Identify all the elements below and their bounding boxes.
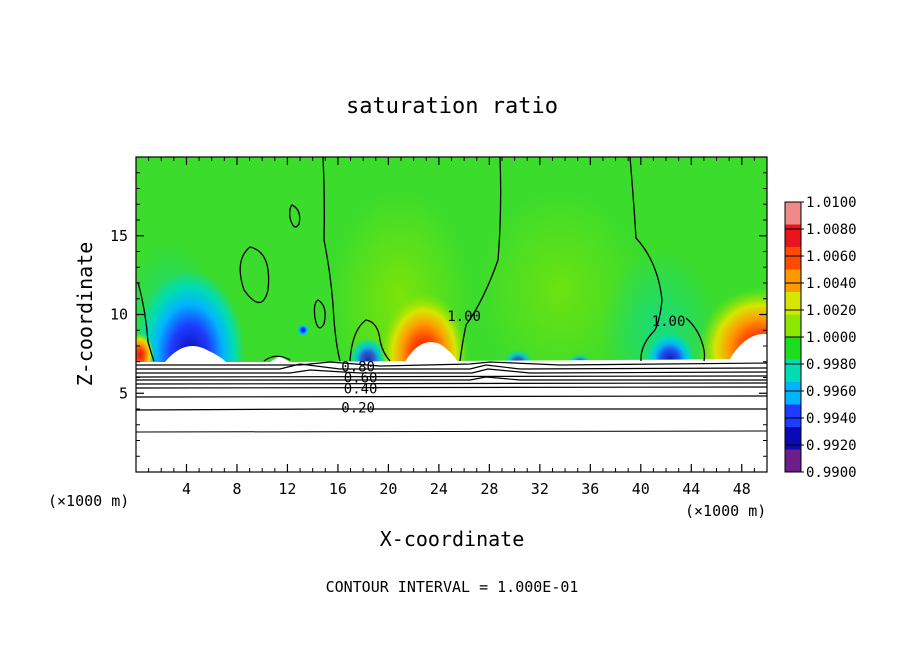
contour-labels: 1.00 1.00 0.800.600.40 0.20 (341, 309, 685, 416)
lower-region (136, 356, 767, 472)
contour-interval-note: CONTOUR INTERVAL = 1.000E-01 (326, 578, 579, 596)
colorbar-label: 1.0020 (806, 303, 857, 319)
colorbar-label: 0.9920 (806, 438, 857, 454)
colorbar: 1.0100 1.0080 1.0060 1.0040 1.0020 1.0000 0.99… (784, 195, 857, 481)
colorbar-label: 0.9900 (806, 465, 857, 481)
cloud-patch (728, 333, 767, 362)
colorbar-swatch (785, 359, 801, 383)
colorbar-swatch (785, 269, 801, 293)
colorbar-label: 1.0040 (806, 276, 857, 292)
colorbar-swatch (785, 202, 801, 225)
colorbar-swatch (785, 247, 801, 270)
x-tick-label: 32 (531, 480, 549, 498)
y-axis: 5 10 15 (110, 172, 767, 457)
x-tick-label: 4 (182, 480, 191, 498)
colorbar-swatch (785, 382, 801, 405)
y-tick-label: 5 (119, 384, 128, 402)
colorbar-swatch (785, 449, 801, 473)
y-axis-label: Z-coordinate (73, 242, 97, 387)
x-axis: 4 8 12 16 20 24 28 32 36 40 44 48 (148, 157, 755, 498)
x-tick-label: 28 (480, 480, 498, 498)
x-tick-label: 8 (232, 480, 241, 498)
contour-lower-levels (136, 361, 767, 433)
colorbar-label: 0.9960 (806, 384, 857, 400)
colorbar-swatch (785, 224, 801, 248)
x-axis-label: X-coordinate (380, 527, 525, 551)
x-tick-label: 24 (430, 480, 448, 498)
contour-label: 0.20 (341, 400, 375, 416)
plot-area (136, 157, 767, 472)
colorbar-swatch (785, 404, 801, 428)
colorbar-label: 1.0100 (806, 195, 857, 211)
contour-label: 1.00 (447, 309, 481, 325)
x-tick-label: 16 (329, 480, 347, 498)
x-unit-right: (×1000 m) (685, 502, 766, 520)
x-tick-label: 40 (632, 480, 650, 498)
contour-1.00 (137, 157, 706, 362)
cloud-patch (165, 346, 226, 362)
y-tick-label: 10 (110, 306, 128, 324)
subsaturated-core (297, 324, 309, 336)
x-unit-left: (×1000 m) (48, 492, 129, 510)
x-tick-label: 48 (733, 480, 751, 498)
chart-title: saturation ratio (346, 94, 558, 119)
x-tick-label: 12 (278, 480, 296, 498)
y-tick-label: 15 (110, 227, 128, 245)
colorbar-label: 0.9940 (806, 411, 857, 427)
x-tick-label: 36 (581, 480, 599, 498)
colorbar-swatch (785, 337, 801, 360)
cloud-patch (405, 342, 458, 362)
colorbar-swatch (785, 314, 801, 338)
colorbar-label: 1.0000 (806, 330, 857, 346)
contour-label: 0.60 (344, 371, 378, 387)
x-tick-label: 20 (379, 480, 397, 498)
contour-label: 0.40 (344, 382, 378, 398)
field-warm-zone (480, 190, 640, 390)
colorbar-label: 1.0080 (806, 222, 857, 238)
colorbar-swatch (785, 427, 801, 450)
x-tick-label: 44 (682, 480, 700, 498)
contour-label: 0.80 (341, 359, 375, 375)
colorbar-swatch (785, 292, 801, 315)
colorbar-label: 1.0060 (806, 249, 857, 265)
contour-label: 1.00 (652, 314, 686, 330)
colorbar-label: 0.9980 (806, 357, 857, 373)
